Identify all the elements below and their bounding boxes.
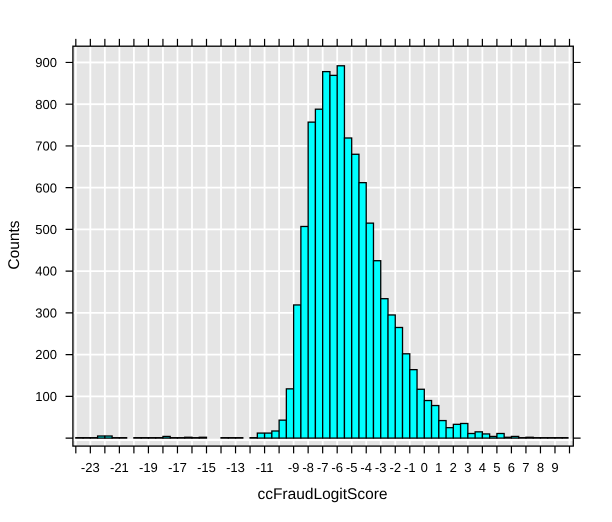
svg-text:400: 400 [35, 264, 57, 279]
svg-text:-1: -1 [404, 460, 416, 475]
svg-text:-9: -9 [288, 460, 300, 475]
svg-text:-11: -11 [256, 460, 274, 475]
svg-text:-7: -7 [317, 460, 329, 475]
svg-text:-4: -4 [360, 460, 372, 475]
svg-text:-19: -19 [139, 460, 158, 475]
svg-text:6: 6 [508, 460, 515, 475]
svg-text:Counts: Counts [6, 220, 23, 269]
svg-text:-5: -5 [346, 460, 358, 475]
svg-text:2: 2 [450, 460, 457, 475]
svg-text:-13: -13 [226, 460, 245, 475]
svg-text:-23: -23 [81, 460, 100, 475]
svg-text:-2: -2 [390, 460, 402, 475]
svg-text:200: 200 [35, 347, 57, 362]
svg-text:100: 100 [35, 389, 57, 404]
svg-text:1: 1 [435, 460, 442, 475]
svg-text:700: 700 [35, 139, 57, 154]
svg-text:0: 0 [421, 460, 428, 475]
svg-text:-6: -6 [331, 460, 343, 475]
svg-text:8: 8 [537, 460, 544, 475]
svg-text:5: 5 [493, 460, 500, 475]
svg-text:-17: -17 [168, 460, 187, 475]
svg-text:300: 300 [35, 306, 57, 321]
svg-text:800: 800 [35, 97, 57, 112]
svg-text:3: 3 [464, 460, 471, 475]
svg-text:600: 600 [35, 180, 57, 195]
svg-text:4: 4 [479, 460, 486, 475]
svg-text:-3: -3 [375, 460, 387, 475]
svg-text:500: 500 [35, 222, 57, 237]
svg-text:9: 9 [551, 460, 558, 475]
svg-text:-15: -15 [197, 460, 216, 475]
svg-text:7: 7 [522, 460, 529, 475]
svg-text:-21: -21 [110, 460, 129, 475]
svg-text:-8: -8 [302, 460, 314, 475]
svg-text:ccFraudLogitScore: ccFraudLogitScore [257, 486, 387, 503]
svg-text:900: 900 [35, 55, 57, 70]
